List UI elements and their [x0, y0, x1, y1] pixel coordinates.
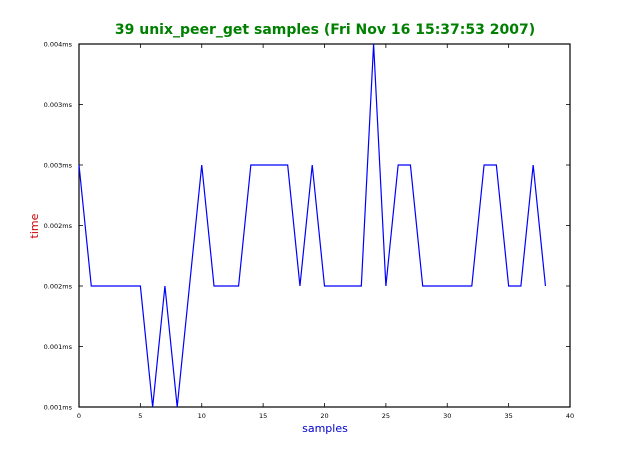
x-tick-label: 25 — [382, 412, 390, 420]
y-tick-label: 0.001ms — [44, 404, 73, 412]
plot-area — [78, 43, 571, 408]
x-tick-label: 35 — [504, 412, 512, 420]
x-tick-label: 40 — [566, 412, 574, 420]
x-axis-label: samples — [302, 422, 348, 435]
y-tick-label: 0.001ms — [44, 343, 73, 351]
series-line — [78, 43, 547, 408]
x-tick-label: 15 — [259, 412, 267, 420]
x-tick-label: 0 — [77, 412, 81, 420]
x-axis: 0 5 10 15 20 25 30 35 40 — [77, 44, 574, 420]
x-tick-label: 30 — [443, 412, 451, 420]
y-tick-label: 0.004ms — [44, 41, 73, 49]
chart-title: 39 unix_peer_get samples (Fri Nov 16 15:… — [115, 22, 535, 38]
y-axis: 0.001ms 0.001ms 0.002ms 0.002ms 0.003ms 0.003… — [44, 41, 570, 412]
y-tick-label: 0.003ms — [44, 101, 73, 109]
x-tick-label: 10 — [198, 412, 206, 420]
y-tick-label: 0.002ms — [44, 222, 73, 230]
y-tick-label: 0.003ms — [44, 162, 73, 170]
y-axis-label: time — [28, 213, 41, 238]
x-tick-label: 20 — [320, 412, 328, 420]
y-tick-label: 0.002ms — [44, 283, 73, 291]
x-tick-label: 5 — [138, 412, 142, 420]
